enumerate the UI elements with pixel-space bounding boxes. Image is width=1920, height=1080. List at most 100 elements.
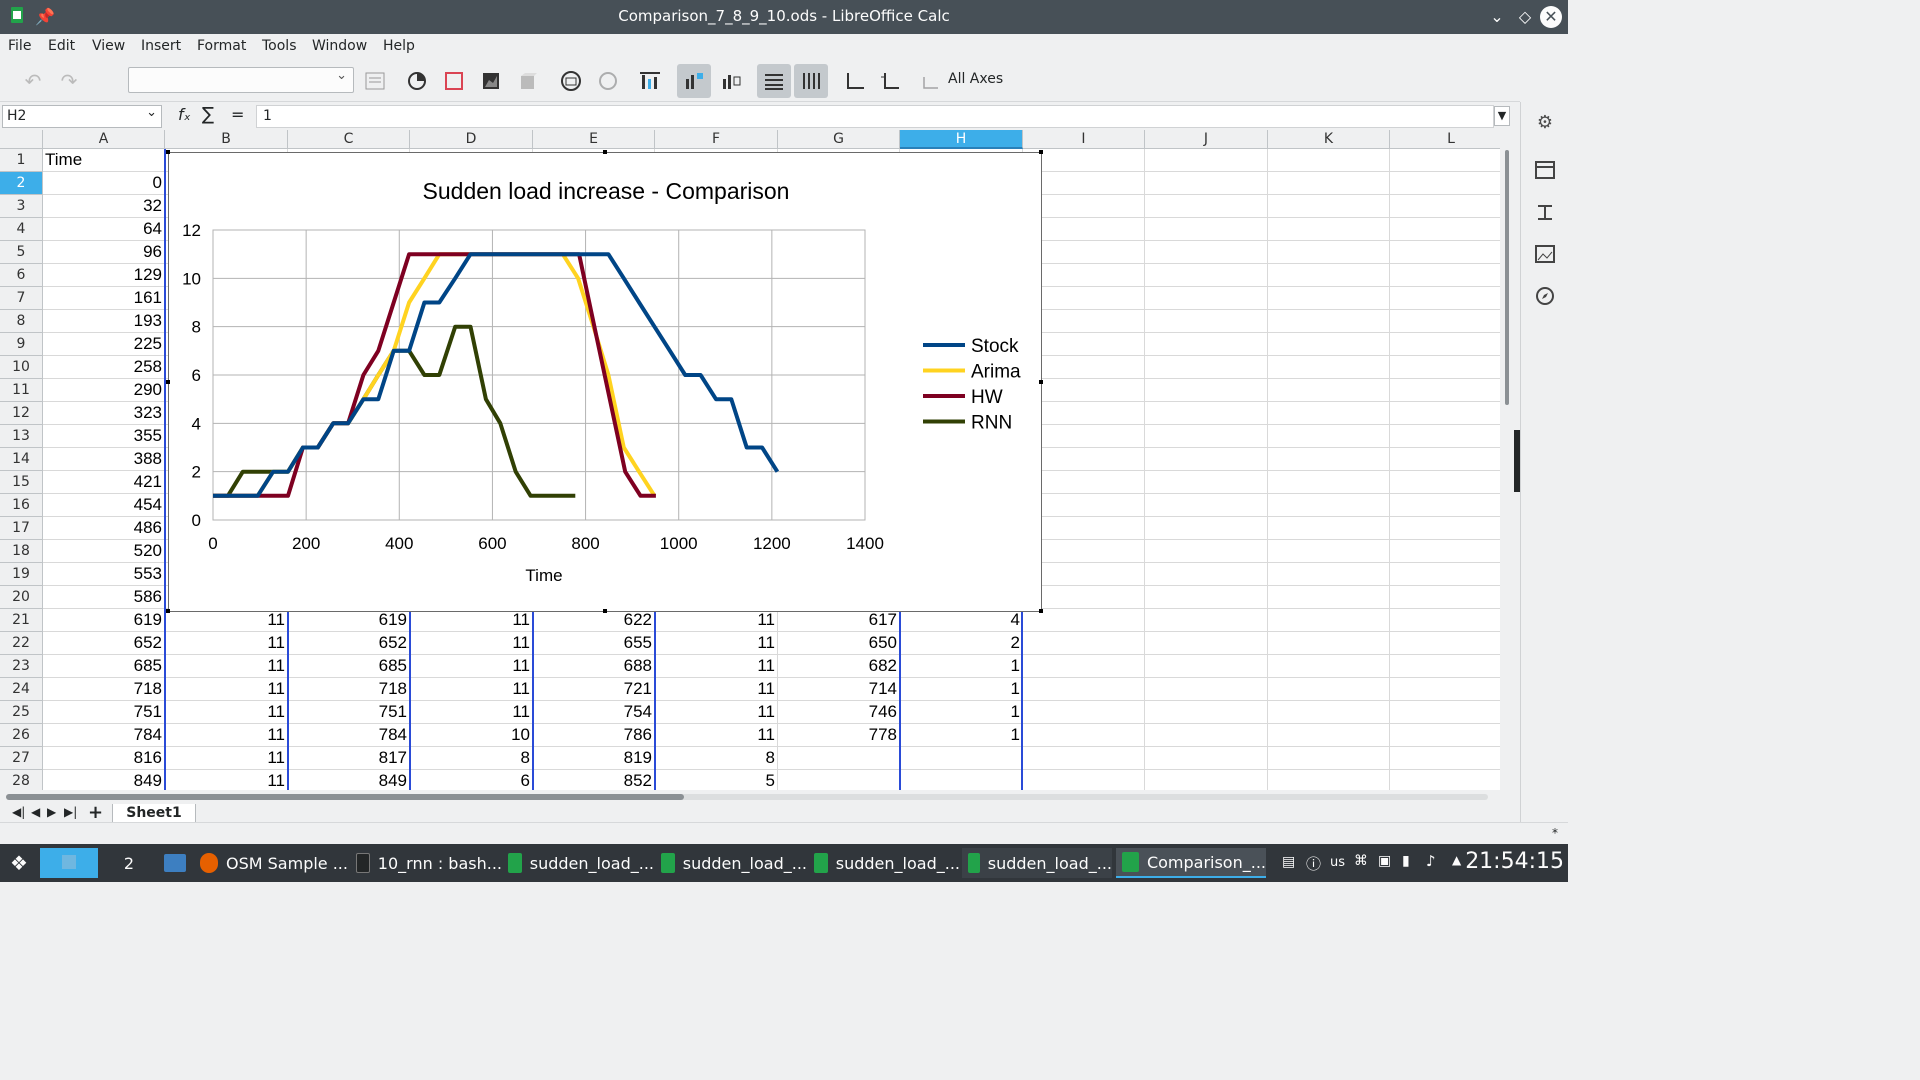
cell[interactable] — [1023, 586, 1145, 609]
cell[interactable] — [1390, 195, 1500, 218]
cell[interactable] — [1145, 678, 1268, 701]
cell[interactable] — [778, 747, 900, 770]
cell[interactable] — [1268, 425, 1390, 448]
cell[interactable] — [1390, 632, 1500, 655]
row-header[interactable]: 9 — [0, 333, 43, 356]
cell[interactable] — [1145, 448, 1268, 471]
cell[interactable]: 421 — [43, 471, 165, 494]
menu-file[interactable]: File — [8, 38, 32, 54]
cell[interactable]: 96 — [43, 241, 165, 264]
cell[interactable] — [1390, 540, 1500, 563]
maximize-icon[interactable]: ◇ — [1518, 7, 1532, 26]
cell[interactable]: 258 — [43, 356, 165, 379]
menu-window[interactable]: Window — [312, 38, 368, 54]
horizontal-scrollbar[interactable] — [6, 794, 1488, 800]
legend-on-off-icon[interactable] — [677, 64, 711, 98]
cell[interactable] — [1145, 195, 1268, 218]
col-header-a[interactable]: A — [43, 130, 165, 149]
cell[interactable]: 355 — [43, 425, 165, 448]
formula-input[interactable]: 1 — [256, 105, 1494, 128]
cell[interactable]: 32 — [43, 195, 165, 218]
sheet-tab-sheet1[interactable]: Sheet1 — [112, 804, 196, 824]
menu-insert[interactable]: Insert — [141, 38, 182, 54]
cell[interactable] — [1023, 540, 1145, 563]
cell[interactable] — [1145, 287, 1268, 310]
cell[interactable]: 64 — [43, 218, 165, 241]
cell[interactable] — [1023, 471, 1145, 494]
sidebar-toggle-handle[interactable] — [1514, 430, 1520, 492]
cell[interactable]: 721 — [533, 678, 655, 701]
cell[interactable] — [1023, 724, 1145, 747]
cell[interactable] — [1390, 310, 1500, 333]
cell[interactable] — [1268, 586, 1390, 609]
cell[interactable]: 323 — [43, 402, 165, 425]
row-header[interactable]: 8 — [0, 310, 43, 333]
col-header-e[interactable]: E — [533, 130, 655, 149]
cell[interactable] — [1145, 356, 1268, 379]
cell[interactable]: 10 — [410, 724, 533, 747]
cell[interactable] — [1023, 609, 1145, 632]
cell[interactable]: 652 — [43, 632, 165, 655]
cell[interactable]: 8 — [655, 747, 778, 770]
cell[interactable] — [1268, 287, 1390, 310]
cell[interactable]: 486 — [43, 517, 165, 540]
cell[interactable]: 0 — [43, 172, 165, 195]
row-header[interactable]: 5 — [0, 241, 43, 264]
cell[interactable] — [1023, 632, 1145, 655]
cell[interactable] — [1023, 655, 1145, 678]
cell[interactable] — [1023, 287, 1145, 310]
cell[interactable] — [1268, 701, 1390, 724]
cell[interactable]: 161 — [43, 287, 165, 310]
menu-format[interactable]: Format — [197, 38, 247, 54]
title-icon[interactable] — [633, 64, 667, 98]
styles-icon[interactable] — [1531, 198, 1559, 226]
cell[interactable] — [1145, 655, 1268, 678]
cell[interactable] — [1390, 724, 1500, 747]
resize-handle[interactable] — [166, 380, 170, 384]
pin-icon[interactable]: 📌 — [35, 7, 55, 26]
properties-icon[interactable] — [1531, 156, 1559, 184]
row-header[interactable]: 10 — [0, 356, 43, 379]
cell[interactable]: 5 — [655, 770, 778, 790]
last-sheet-icon[interactable]: ▶| — [64, 805, 78, 819]
cell[interactable] — [1145, 264, 1268, 287]
cell[interactable] — [1390, 149, 1500, 172]
cell[interactable]: 11 — [655, 655, 778, 678]
cell[interactable]: 553 — [43, 563, 165, 586]
cell[interactable] — [1268, 218, 1390, 241]
prev-sheet-icon[interactable]: ◀ — [31, 805, 41, 819]
cell[interactable]: 11 — [655, 678, 778, 701]
cell[interactable] — [1390, 425, 1500, 448]
cell[interactable] — [1145, 724, 1268, 747]
cell[interactable] — [1023, 264, 1145, 287]
cell[interactable]: 655 — [533, 632, 655, 655]
cell[interactable] — [900, 770, 1023, 790]
cell[interactable] — [1390, 586, 1500, 609]
cell[interactable]: 11 — [410, 655, 533, 678]
keyboard-layout[interactable]: us — [1330, 855, 1346, 870]
cell[interactable] — [1145, 770, 1268, 790]
vertical-scroll-thumb[interactable] — [1505, 150, 1509, 405]
cell[interactable]: 11 — [410, 678, 533, 701]
cell[interactable] — [1390, 678, 1500, 701]
cell[interactable]: 193 — [43, 310, 165, 333]
cell[interactable] — [1023, 218, 1145, 241]
cell[interactable] — [1023, 494, 1145, 517]
all-axes-icon[interactable] — [912, 64, 946, 98]
row-header[interactable]: 19 — [0, 563, 43, 586]
resize-handle[interactable] — [166, 609, 170, 613]
cell[interactable]: 520 — [43, 540, 165, 563]
cell[interactable] — [1268, 563, 1390, 586]
row-header[interactable]: 26 — [0, 724, 43, 747]
cell[interactable] — [1145, 402, 1268, 425]
row-header[interactable]: 6 — [0, 264, 43, 287]
vertical-scrollbar[interactable] — [1500, 130, 1520, 790]
cell[interactable] — [1145, 563, 1268, 586]
cell[interactable] — [778, 770, 900, 790]
col-header-l[interactable]: L — [1390, 130, 1500, 149]
navigator-icon[interactable] — [1531, 282, 1559, 310]
resize-handle[interactable] — [1039, 380, 1043, 384]
cell[interactable]: 652 — [288, 632, 410, 655]
cell[interactable] — [1268, 310, 1390, 333]
cell[interactable]: 1 — [900, 701, 1023, 724]
